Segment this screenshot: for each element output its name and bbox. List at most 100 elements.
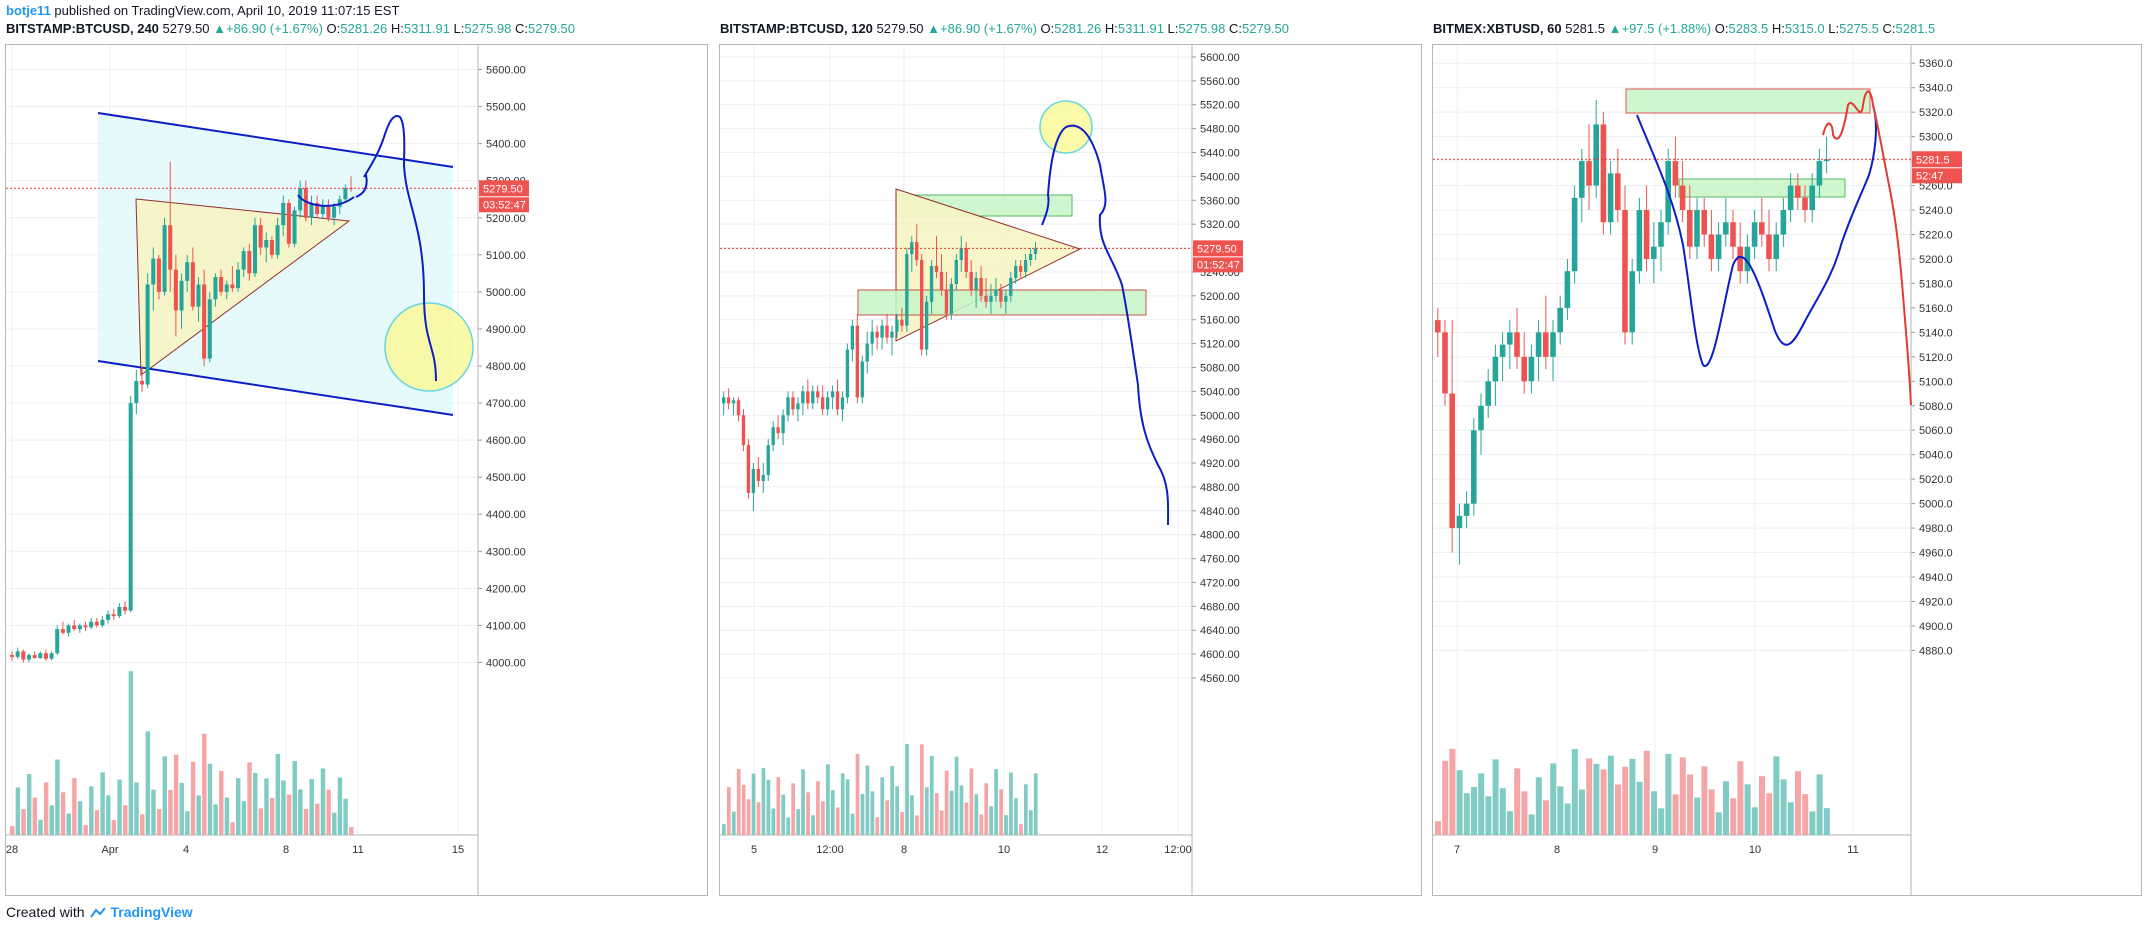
volume-bar <box>1564 803 1571 835</box>
volume-bar <box>1780 779 1787 835</box>
candle-body <box>123 606 128 611</box>
volume-bar <box>796 809 800 835</box>
symbol[interactable]: BITSTAMP:BTCUSD <box>720 21 844 36</box>
volume-bar <box>1435 821 1441 835</box>
chart-svg[interactable]: 5600.005500.005400.005300.005200.005100.… <box>6 45 708 896</box>
candle-body <box>806 391 810 404</box>
volume-bar <box>1579 789 1585 835</box>
volume-bar <box>1759 776 1765 835</box>
candle-body <box>756 469 760 481</box>
candle-body <box>252 225 257 274</box>
price-tag-text: 5279.50 <box>1197 243 1237 255</box>
y-tick-label: 5180.0 <box>1919 278 1953 290</box>
x-tick-label: 8 <box>901 844 907 856</box>
volume-bar <box>1643 750 1650 835</box>
candle-body <box>811 391 815 404</box>
volume-bar <box>269 797 275 835</box>
price-tag-text: 5279.50 <box>483 183 523 195</box>
volume-bar <box>1550 763 1557 835</box>
volume-bar <box>1463 793 1470 835</box>
candle-body <box>309 202 314 218</box>
open-value: 5281.26 <box>340 21 388 36</box>
chart-panel-2[interactable]: 5600.00 5560.00 5520.00 5480.00 5440.00 5400.… <box>719 44 1422 896</box>
volume-bar <box>855 753 860 835</box>
x-tick-label: 12 <box>1096 844 1108 856</box>
y-tick-label: 5500.00 <box>486 102 526 114</box>
candle-body <box>72 625 77 630</box>
y-tick-label: 5140.0 <box>1919 327 1953 339</box>
y-tick-label: 5100.00 <box>486 250 526 262</box>
volume-bar <box>123 805 128 835</box>
volume-bar <box>10 826 15 835</box>
candle-body <box>1687 210 1693 247</box>
candle-body <box>1004 295 1008 302</box>
chart-svg[interactable]: 5360.05340.05320.05300.05280.05260.05240… <box>1433 45 2142 896</box>
volume-bar <box>776 777 781 835</box>
candle-body <box>1672 161 1679 186</box>
candle-body <box>1535 332 1542 357</box>
volume-bar <box>816 781 820 835</box>
candle-body <box>1449 393 1455 529</box>
volume-bar <box>870 791 875 835</box>
volume-bar <box>1708 789 1715 835</box>
volume-bar <box>1629 758 1636 835</box>
y-tick-label: 5340.0 <box>1919 83 1953 95</box>
y-tick-label: 4640.00 <box>1200 625 1240 637</box>
volume-bar <box>840 773 845 835</box>
volume-bar <box>984 783 989 835</box>
candle-body <box>850 325 855 350</box>
candle-body <box>875 331 879 338</box>
candle-body <box>15 651 20 657</box>
x-tick-label: 10 <box>1749 844 1761 856</box>
volume-bar <box>1658 808 1665 835</box>
x-tick-label: 11 <box>352 844 363 856</box>
volume-bar <box>1009 772 1013 835</box>
volume-bar <box>1019 824 1023 835</box>
chart-panel-3[interactable]: 5360.05340.05320.05300.05280.05260.05240… <box>1432 44 2142 896</box>
tradingview-link[interactable]: TradingView <box>110 904 193 920</box>
y-tick-label: 5100.0 <box>1919 376 1953 388</box>
candle-body <box>865 343 869 362</box>
x-tick-label: 28 <box>6 844 18 856</box>
candle-body <box>786 397 790 416</box>
volume-bar <box>806 792 810 835</box>
last-price: 5279.50 <box>876 21 924 36</box>
y-tick-label: 5080.0 <box>1919 401 1953 413</box>
y-tick-label: 4920.00 <box>1200 458 1240 470</box>
publish-header: botje11 published on TradingView.com, Ap… <box>6 3 399 19</box>
candle-body <box>1586 161 1592 186</box>
candle-body <box>1485 381 1491 406</box>
volume-bar <box>1687 774 1693 835</box>
candle-body <box>1751 222 1758 247</box>
y-tick-label: 4500.00 <box>486 472 526 484</box>
symbol[interactable]: BITSTAMP:BTCUSD <box>6 21 130 36</box>
y-tick-label: 5480.00 <box>1200 124 1240 136</box>
volume-bar <box>830 790 835 835</box>
chart-panel-1[interactable]: 5600.005500.005400.005300.005200.005100.… <box>5 44 708 896</box>
chart-svg[interactable]: 5600.00 5560.00 5520.00 5480.00 5440.00 5400.… <box>720 45 1422 896</box>
volume-bar <box>207 763 213 835</box>
volume-bar <box>252 773 258 835</box>
volume-bar <box>771 808 776 835</box>
volume-bar <box>1823 808 1830 835</box>
y-tick-label: 4000.00 <box>486 657 526 669</box>
candle-body <box>969 271 973 290</box>
candle-body <box>900 319 904 326</box>
candle-body <box>38 653 43 659</box>
author-link[interactable]: botje11 <box>6 3 51 18</box>
y-tick-label: 4720.00 <box>1200 577 1240 589</box>
candle-body <box>984 295 988 302</box>
volume-bar <box>1737 761 1744 835</box>
candle-body <box>1019 265 1023 272</box>
candle-body <box>1766 234 1772 259</box>
x-tick-label: 4 <box>183 844 189 856</box>
y-tick-label: 4760.00 <box>1200 554 1240 566</box>
volume-bar <box>275 753 280 835</box>
y-tick-label: 4680.00 <box>1200 601 1240 613</box>
volume-bar <box>910 795 914 835</box>
volume-bar <box>1816 774 1823 835</box>
volume-bar <box>880 777 885 835</box>
x-tick-label: 9 <box>1652 844 1658 856</box>
symbol[interactable]: BITMEX:XBTUSD <box>1433 21 1540 36</box>
volume-bar <box>1651 791 1657 835</box>
